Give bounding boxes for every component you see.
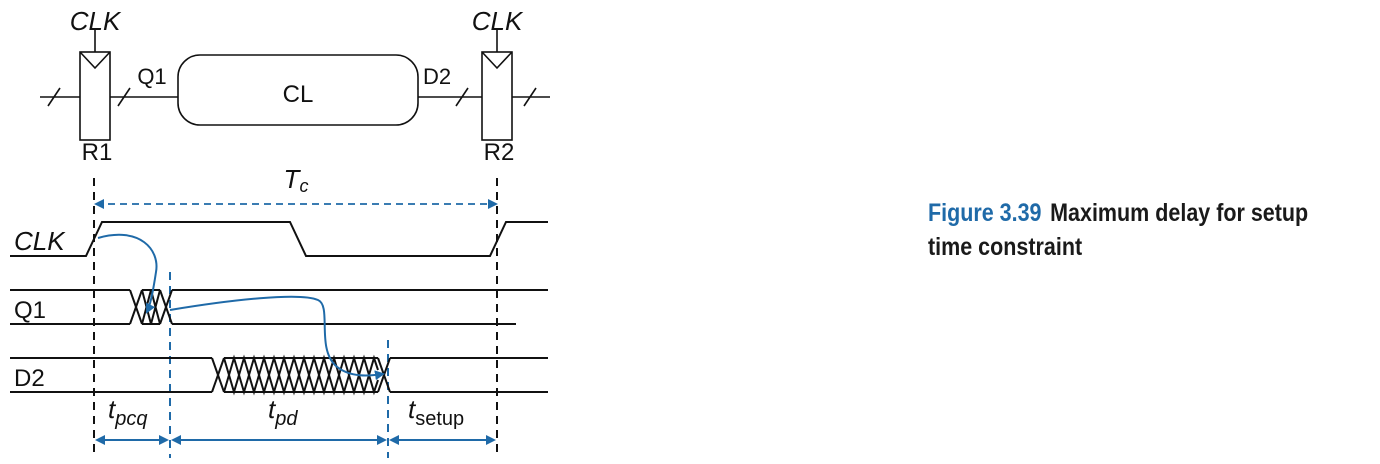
clk-waveform (10, 221, 548, 257)
combinational-logic-block (177, 54, 419, 126)
interval-tsetup-base: t (408, 394, 417, 424)
clock-label-r2: CLK (472, 6, 524, 36)
interval-tpd-base: t (268, 394, 277, 424)
interval-label-tpcq: tpcq (108, 394, 147, 430)
register-label-r1: R1 (82, 139, 113, 166)
period-label-base: T (284, 164, 302, 194)
interval-tsetup-sub: setup (415, 408, 464, 430)
interval-label-tpd: tpd (268, 394, 298, 430)
signal-label-d2: D2 (14, 365, 45, 392)
period-label: Tc (284, 164, 309, 196)
figure-caption-text: Maximum delay for setup time constraint (928, 199, 1309, 261)
interval-tpcq-base: t (108, 394, 117, 424)
interval-tpcq-sub: pcq (114, 408, 147, 430)
figure-caption: Figure 3.39 Maximum delay for setup time … (928, 196, 1317, 264)
timing-diagram: CLK CLK R1 R2 Q1 D2 CL Tc (10, 6, 550, 458)
wire-label-q1: Q1 (137, 64, 166, 89)
clock-label-r1: CLK (70, 6, 122, 36)
signal-label-q1: Q1 (14, 297, 46, 324)
circuit-schematic (40, 28, 550, 141)
interval-tpd-sub: pd (274, 408, 298, 430)
figure-number: Figure 3.39 (928, 199, 1042, 227)
q1-to-d2-arrow (169, 295, 385, 381)
interval-label-tsetup: tsetup (408, 394, 464, 430)
time-markers (93, 178, 498, 458)
q1-waveform (10, 289, 548, 325)
clk-to-q1-arrow (97, 233, 158, 314)
d2-waveform (10, 354, 548, 396)
wire-label-d2: D2 (423, 64, 451, 89)
clock-edge-icon (481, 51, 513, 70)
clock-edge-icon (79, 51, 111, 70)
period-label-sub: c (299, 176, 308, 196)
register-r1 (79, 51, 111, 141)
logic-block-label: CL (283, 81, 314, 108)
register-label-r2: R2 (484, 139, 515, 166)
register-r2 (481, 51, 513, 141)
signal-label-clk: CLK (14, 226, 66, 256)
